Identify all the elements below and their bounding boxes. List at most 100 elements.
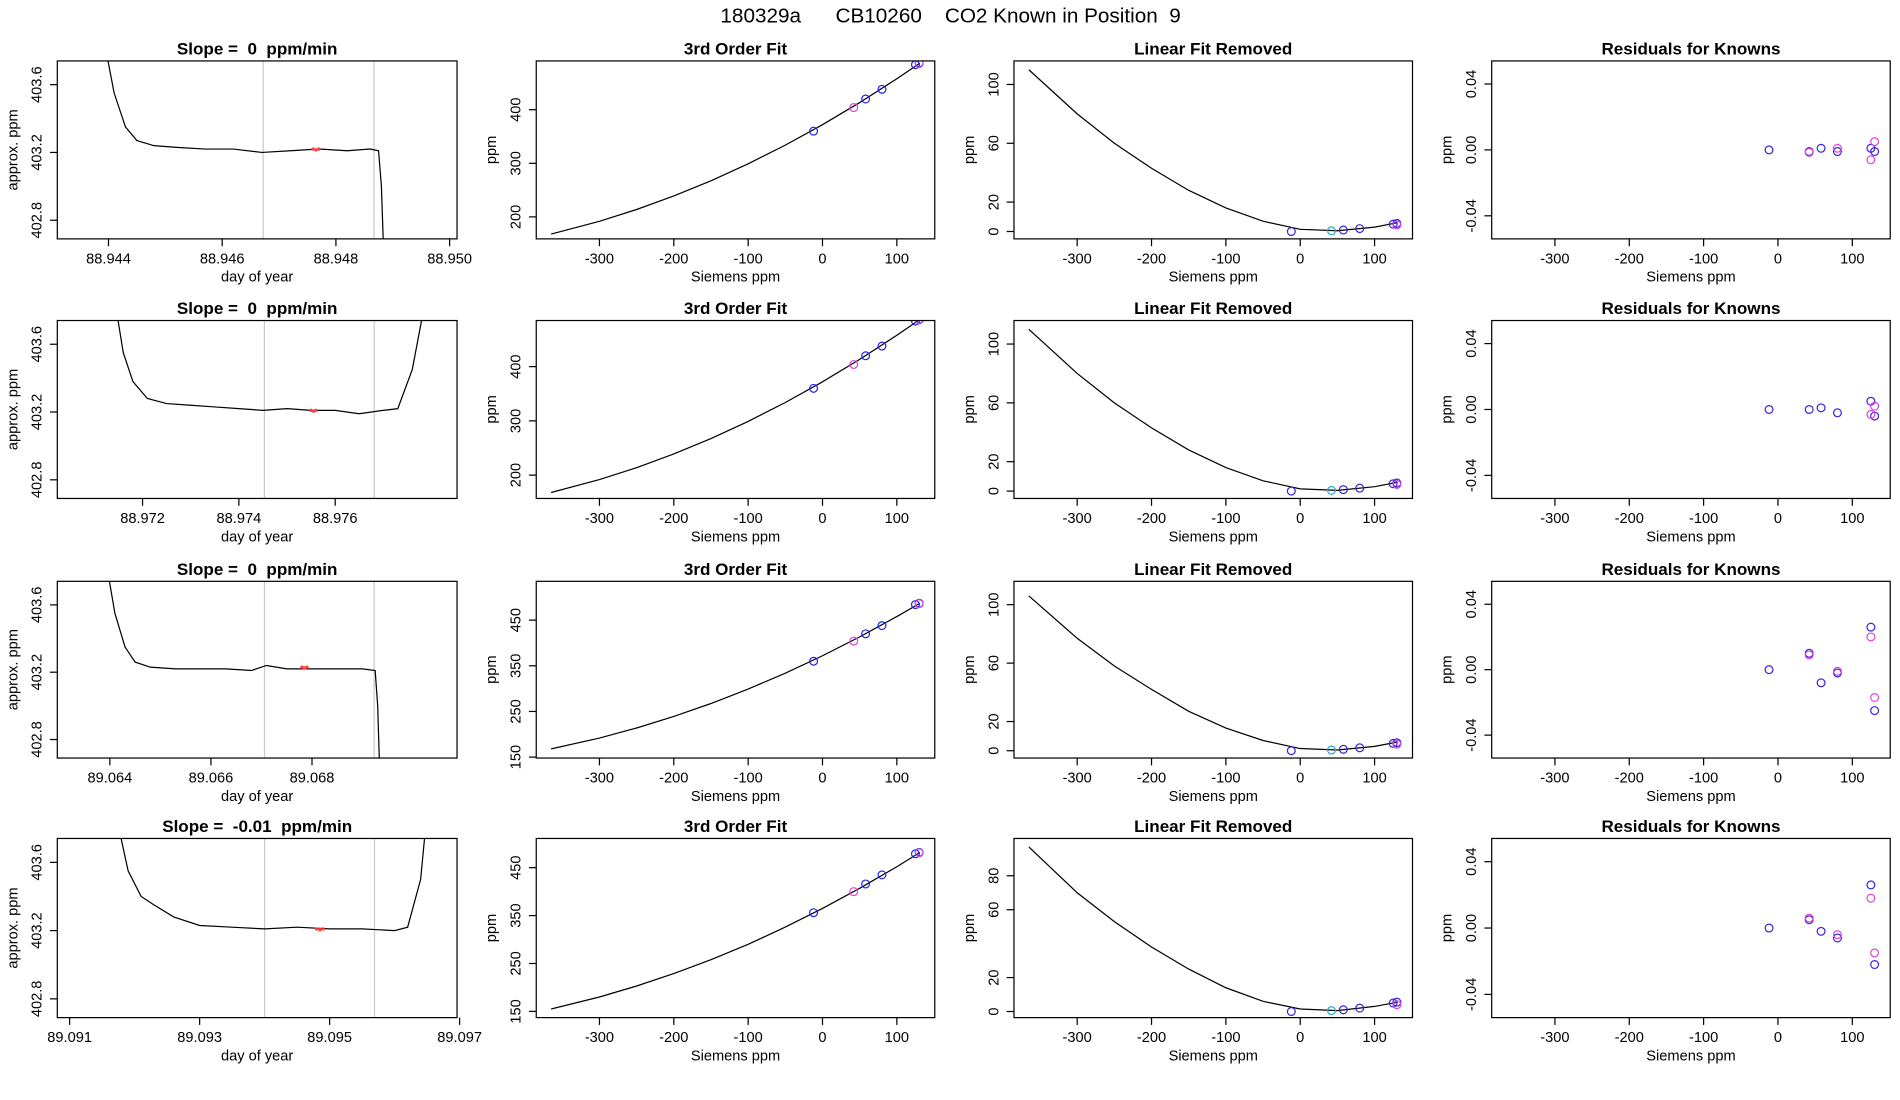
x-tick-label: 0 xyxy=(1296,771,1304,787)
curve xyxy=(107,60,384,239)
data-point xyxy=(1832,408,1842,418)
plot-frame xyxy=(1013,580,1414,759)
plot-area xyxy=(120,838,426,1018)
x-tick-label: 0 xyxy=(1774,1030,1782,1046)
x-axis-label: day of year xyxy=(221,529,293,545)
data-point xyxy=(1804,404,1814,414)
x-tick-label: 88.944 xyxy=(86,251,131,267)
y-tick-label: 150 xyxy=(509,745,525,769)
data-point xyxy=(1870,948,1880,958)
x-tick-label: 0 xyxy=(818,511,826,527)
data-point xyxy=(1832,147,1842,157)
panel: Slope = -0.01 ppm/min day of year approx. … xyxy=(5,817,482,1064)
plot-frame xyxy=(1013,837,1414,1019)
plot-area xyxy=(1028,69,1402,237)
panel-title: Residuals for Knowns xyxy=(1601,817,1780,836)
data-point xyxy=(1388,219,1398,229)
plot-frame xyxy=(1491,580,1891,759)
x-tick-label: 89.095 xyxy=(307,1030,352,1046)
curve xyxy=(550,62,921,235)
data-point xyxy=(1870,692,1880,703)
x-tick-label: 0 xyxy=(1296,251,1304,267)
panel: Residuals for Knowns Siemens ppm ppm -300 -2… xyxy=(1440,817,1891,1064)
data-point xyxy=(311,147,315,151)
panel: Linear Fit Removed Siemens ppm ppm -300 -200… xyxy=(962,299,1414,545)
y-axis-label: approx. ppm xyxy=(5,369,21,450)
data-point xyxy=(861,629,871,639)
panel: Linear Fit Removed Siemens ppm ppm -300 -200… xyxy=(962,560,1414,805)
data-point xyxy=(314,408,318,413)
panel: Slope = 0 ppm/min day of year approx. ppm 8… xyxy=(5,299,458,545)
y-tick-label: 450 xyxy=(509,608,525,632)
y-tick-label: 60 xyxy=(986,135,1002,151)
plot-frame xyxy=(535,580,936,759)
plot-area xyxy=(550,320,924,494)
x-tick-label: -100 xyxy=(1689,1030,1718,1046)
x-tick-label: -200 xyxy=(659,1030,688,1046)
y-tick-label: 402.8 xyxy=(30,462,46,499)
panel-title: Linear Fit Removed xyxy=(1134,560,1292,579)
y-tick-label: 0.00 xyxy=(1464,655,1480,683)
panel: Linear Fit Removed Siemens ppm ppm -300 -200… xyxy=(962,817,1414,1064)
y-axis-label: approx. ppm xyxy=(5,887,21,968)
x-tick-label: 0 xyxy=(1774,251,1782,267)
y-tick-label: 403.6 xyxy=(30,326,46,363)
x-tick-label: 100 xyxy=(1362,1030,1386,1046)
plot-frame xyxy=(535,837,936,1019)
panel-title: Residuals for Knowns xyxy=(1601,560,1780,579)
curve xyxy=(550,851,921,1010)
x-tick-label: 89.097 xyxy=(437,1030,482,1046)
data-point xyxy=(1764,923,1774,933)
x-axis-label: Siemens ppm xyxy=(691,1048,780,1064)
x-tick-label: -100 xyxy=(734,771,763,787)
data-point xyxy=(1355,1003,1365,1013)
x-tick-label: 100 xyxy=(885,511,909,527)
x-tick-label: 100 xyxy=(1840,1030,1864,1046)
data-point xyxy=(1804,650,1814,660)
curve xyxy=(550,320,920,494)
data-point xyxy=(1866,632,1876,642)
panel-title: 3rd Order Fit xyxy=(684,817,788,836)
x-tick-label: -300 xyxy=(585,771,614,787)
data-point xyxy=(1866,893,1876,903)
y-axis-label: ppm xyxy=(962,914,978,942)
data-point xyxy=(849,103,859,113)
plot-area xyxy=(108,581,380,759)
data-point xyxy=(877,621,887,631)
x-tick-label: -100 xyxy=(1689,511,1718,527)
x-axis-label: Siemens ppm xyxy=(1169,789,1258,805)
x-tick-label: 88.972 xyxy=(120,511,165,527)
x-tick-label: -300 xyxy=(585,251,614,267)
panel-title: Slope = -0.01 ppm/min xyxy=(162,817,352,836)
data-point xyxy=(1338,485,1348,495)
y-tick-label: 403.2 xyxy=(30,912,46,949)
x-tick-label: 88.948 xyxy=(314,251,359,267)
y-tick-label: 200 xyxy=(509,205,525,229)
x-tick-label: -300 xyxy=(1063,251,1092,267)
data-point xyxy=(1866,880,1876,890)
x-tick-label: 88.950 xyxy=(427,251,472,267)
plot-frame xyxy=(1491,319,1891,500)
y-tick-label: 0.04 xyxy=(1464,329,1480,357)
y-tick-label: 402.8 xyxy=(30,202,46,239)
plot-frame xyxy=(535,60,936,240)
y-tick-label: 20 xyxy=(986,713,1002,729)
data-point xyxy=(1832,930,1842,940)
data-point xyxy=(1816,403,1826,413)
data-point xyxy=(877,870,887,880)
y-tick-label: 0.00 xyxy=(1464,136,1480,164)
data-point xyxy=(1286,1006,1296,1017)
data-point xyxy=(1338,1005,1348,1015)
plot-area xyxy=(1764,137,1880,165)
y-tick-label: 403.6 xyxy=(30,844,46,881)
data-point xyxy=(1392,739,1402,749)
plot-area xyxy=(550,598,924,750)
y-axis-label: ppm xyxy=(484,395,500,423)
x-tick-label: 0 xyxy=(1296,511,1304,527)
curve xyxy=(108,581,380,759)
panel: Slope = 0 ppm/min day of year approx. ppm 8… xyxy=(5,39,472,285)
x-tick-label: 100 xyxy=(1362,511,1386,527)
data-point xyxy=(1804,147,1814,157)
x-axis-label: day of year xyxy=(221,789,293,805)
x-tick-label: -300 xyxy=(1063,771,1092,787)
